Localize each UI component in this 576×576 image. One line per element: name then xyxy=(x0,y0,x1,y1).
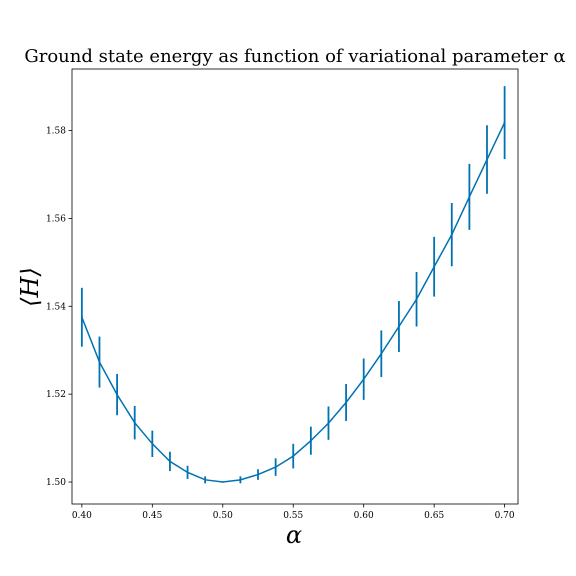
x-tick-label: 0.60 xyxy=(354,511,374,521)
data-point xyxy=(380,352,383,355)
data-point xyxy=(503,121,506,124)
data-point xyxy=(98,361,101,363)
data-point xyxy=(133,421,136,424)
y-tick-label: 1.50 xyxy=(46,478,66,488)
y-tick-label: 1.58 xyxy=(46,127,66,137)
data-point xyxy=(239,478,242,481)
data-point xyxy=(186,471,189,474)
data-point xyxy=(398,325,400,328)
data-point xyxy=(116,393,118,396)
data-point xyxy=(169,460,171,463)
x-tick-label: 0.40 xyxy=(72,511,92,521)
plot-frame xyxy=(71,68,519,505)
data-point xyxy=(257,473,259,476)
data-point xyxy=(204,478,207,481)
y-axis-label: ⟨H⟩ xyxy=(16,267,44,307)
x-tick-label: 0.45 xyxy=(142,511,162,521)
data-point xyxy=(450,233,453,236)
plot-area: 0.40 0.45 0.50 0.55 0.60 0.65 0.70 1.50 1.52 1.54… xyxy=(46,86,515,521)
y-tick-label: 1.52 xyxy=(46,390,66,400)
data-point xyxy=(221,481,224,483)
data-point xyxy=(80,316,83,319)
x-tick-label: 0.50 xyxy=(213,511,233,521)
data-point xyxy=(151,442,154,445)
data-point xyxy=(345,401,347,404)
x-axis-label: α xyxy=(286,521,302,549)
x-tick-label: 0.70 xyxy=(495,511,515,521)
x-tick-label: 0.55 xyxy=(283,511,303,521)
y-tick-label: 1.54 xyxy=(46,302,66,312)
y-tick-label: 1.56 xyxy=(46,214,66,224)
x-tick-label: 0.65 xyxy=(424,511,444,521)
data-point xyxy=(468,195,471,198)
data-point xyxy=(362,378,365,381)
data-point xyxy=(415,298,418,301)
data-point xyxy=(274,466,277,468)
data-point xyxy=(433,265,436,268)
chart-title: Ground state energy as function of varia… xyxy=(24,46,565,67)
data-point xyxy=(327,422,330,425)
data-point xyxy=(486,158,488,161)
data-point xyxy=(292,455,295,458)
data-point xyxy=(309,439,312,442)
